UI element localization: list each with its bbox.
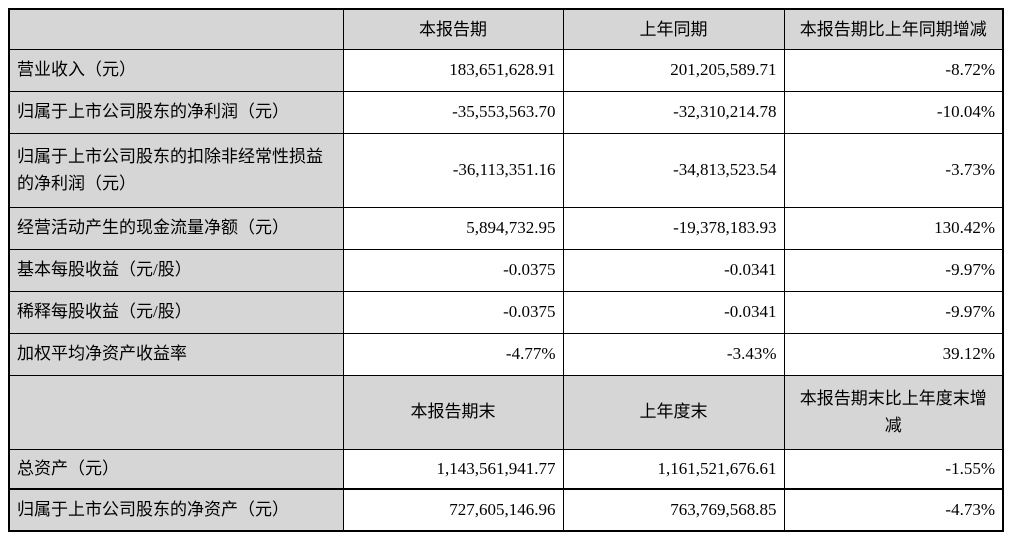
current-period-value: 1,143,561,941.77 [342,448,564,490]
column-header-period-end-change: 本报告期末比上年度末增减 [783,374,1004,450]
corner-cell [8,8,344,50]
row-label: 营业收入（元） [8,48,344,92]
table-row-weighted-avg-roe: 加权平均净资产收益率 -4.77% -3.43% 39.12% [8,332,1004,376]
current-period-value: -4.77% [342,332,564,376]
table-row-operating-cash-flow: 经营活动产生的现金流量净额（元） 5,894,732.95 -19,378,18… [8,206,1004,250]
row-label: 经营活动产生的现金流量净额（元） [8,206,344,250]
current-period-value: 183,651,628.91 [342,48,564,92]
corner-cell [8,374,344,450]
prior-period-value: -0.0341 [562,290,785,334]
row-label: 归属于上市公司股东的扣除非经常性损益的净利润（元） [8,132,344,208]
column-header-period-end: 本报告期末 [342,374,564,450]
current-period-value: 727,605,146.96 [342,488,564,532]
financial-summary-table: 本报告期 上年同期 本报告期比上年同期增减 营业收入（元） 183,651,62… [8,8,1004,532]
table-row-net-profit: 归属于上市公司股东的净利润（元） -35,553,563.70 -32,310,… [8,90,1004,134]
column-header-prior-period: 上年同期 [562,8,785,50]
current-period-value: -0.0375 [342,248,564,292]
table-row-net-profit-excl-nonrecurring: 归属于上市公司股东的扣除非经常性损益的净利润（元） -36,113,351.16… [8,132,1004,208]
table-row-total-assets: 总资产（元） 1,143,561,941.77 1,161,521,676.61… [8,448,1004,490]
prior-period-value: -34,813,523.54 [562,132,785,208]
change-value: 130.42% [783,206,1004,250]
change-value: -4.73% [783,488,1004,532]
column-header-period-change: 本报告期比上年同期增减 [783,8,1004,50]
current-period-value: 5,894,732.95 [342,206,564,250]
header-row-period: 本报告期 上年同期 本报告期比上年同期增减 [8,8,1004,50]
change-value: -10.04% [783,90,1004,134]
prior-period-value: -19,378,183.93 [562,206,785,250]
column-header-prior-year-end: 上年度末 [562,374,785,450]
change-value: -9.97% [783,248,1004,292]
table-row-basic-eps: 基本每股收益（元/股） -0.0375 -0.0341 -9.97% [8,248,1004,292]
header-row-period-end: 本报告期末 上年度末 本报告期末比上年度末增减 [8,374,1004,450]
change-value: -1.55% [783,448,1004,490]
current-period-value: -36,113,351.16 [342,132,564,208]
column-header-current-period: 本报告期 [342,8,564,50]
row-label: 基本每股收益（元/股） [8,248,344,292]
table-row-diluted-eps: 稀释每股收益（元/股） -0.0375 -0.0341 -9.97% [8,290,1004,334]
table-row-net-assets: 归属于上市公司股东的净资产（元） 727,605,146.96 763,769,… [8,488,1004,532]
change-value: -8.72% [783,48,1004,92]
row-label: 稀释每股收益（元/股） [8,290,344,334]
change-value: -9.97% [783,290,1004,334]
prior-period-value: 763,769,568.85 [562,488,785,532]
row-label: 加权平均净资产收益率 [8,332,344,376]
current-period-value: -35,553,563.70 [342,90,564,134]
prior-period-value: -0.0341 [562,248,785,292]
prior-period-value: 1,161,521,676.61 [562,448,785,490]
prior-period-value: -3.43% [562,332,785,376]
prior-period-value: 201,205,589.71 [562,48,785,92]
row-label: 归属于上市公司股东的净利润（元） [8,90,344,134]
table-row-operating-revenue: 营业收入（元） 183,651,628.91 201,205,589.71 -8… [8,48,1004,92]
row-label: 归属于上市公司股东的净资产（元） [8,488,344,532]
change-value: 39.12% [783,332,1004,376]
prior-period-value: -32,310,214.78 [562,90,785,134]
row-label: 总资产（元） [8,448,344,490]
change-value: -3.73% [783,132,1004,208]
current-period-value: -0.0375 [342,290,564,334]
